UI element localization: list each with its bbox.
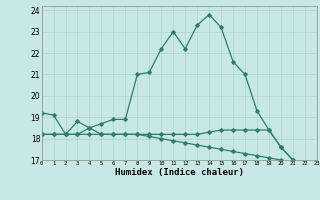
X-axis label: Humidex (Indice chaleur): Humidex (Indice chaleur) — [115, 168, 244, 177]
